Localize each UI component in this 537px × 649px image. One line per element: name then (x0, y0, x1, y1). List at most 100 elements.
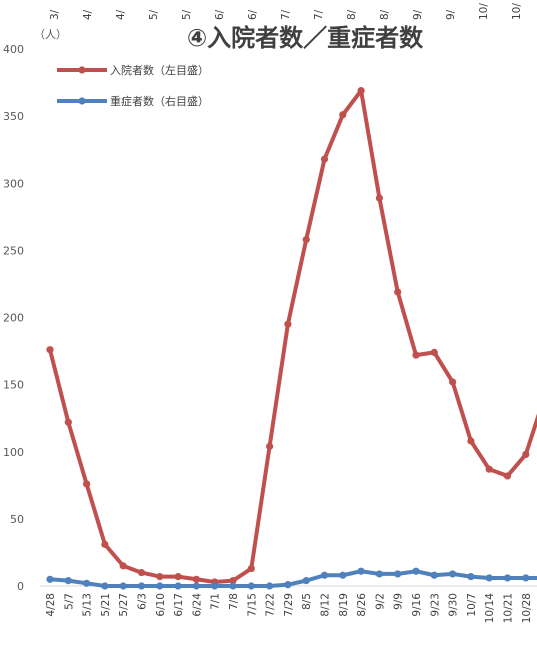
x-tick-label: 9/16 (411, 593, 423, 617)
data-point (522, 450, 530, 459)
x-tick-label: 5/13 (82, 593, 94, 617)
data-point (375, 194, 383, 202)
data-point (83, 579, 91, 587)
y-tick-label: 300 (3, 177, 24, 190)
x-tick-label: 9/23 (429, 593, 441, 617)
y-tick-label: 0 (17, 580, 24, 593)
data-point (394, 570, 402, 578)
top-partial-labels: 3/4/4/5/5/6/6/7/7/8/8/9/9/10/10/ (49, 3, 523, 20)
data-point (449, 378, 457, 386)
x-tick-label: 7/8 (228, 593, 240, 610)
data-point (467, 573, 475, 581)
data-point (412, 567, 420, 575)
top-partial-label: 9/ (412, 9, 424, 20)
x-tick-label: 6/17 (173, 593, 185, 617)
data-point (320, 571, 329, 579)
top-partial-label: 9/ (445, 9, 457, 20)
series-line (48, 569, 537, 588)
data-point (229, 577, 237, 585)
y-axis-label: （人） (34, 28, 67, 41)
top-partial-label: 4/ (115, 9, 127, 20)
x-tick-label: 7/22 (265, 593, 277, 617)
x-tick-label: 8/12 (320, 593, 332, 617)
top-partial-label: 8/ (379, 9, 391, 20)
data-point (119, 562, 127, 570)
series-layer (46, 87, 537, 590)
data-point (266, 442, 274, 450)
data-point (284, 320, 292, 328)
data-point (412, 351, 420, 359)
data-point (266, 582, 274, 590)
top-partial-label: 4/ (82, 9, 94, 20)
data-point (522, 574, 530, 582)
data-point (320, 155, 329, 163)
data-point (156, 582, 164, 590)
x-tick-label: 5/21 (100, 593, 112, 617)
top-partial-label: 5/ (181, 9, 193, 20)
data-point (101, 582, 109, 590)
data-point (339, 571, 347, 579)
data-point (174, 573, 182, 581)
data-point (174, 582, 182, 590)
y-tick-label: 400 (3, 43, 24, 56)
data-point (211, 582, 219, 590)
data-point (119, 582, 127, 590)
data-point (503, 472, 512, 480)
x-tick-label: 7/1 (210, 593, 222, 610)
y-axis-ticks: 0 50 100 150 200 250 300 350 400 (3, 43, 24, 593)
x-tick-label: 7/15 (246, 593, 258, 617)
x-tick-label: 10/28 (521, 593, 533, 623)
data-point (101, 540, 109, 548)
data-point (83, 480, 91, 488)
x-tick-label: 10/7 (466, 593, 478, 617)
data-point (375, 570, 383, 578)
legend: 入院者数（左目盛） 重症者数（右目盛） (57, 63, 209, 108)
data-point (247, 582, 255, 590)
x-axis-ticks: 4/28 5/7 5/13 5/21 5/27 6/3 6/10 6/17 6/24 7/1 7/8… (45, 593, 533, 624)
y-tick-label: 250 (3, 244, 24, 257)
x-tick-label: 6/10 (155, 593, 167, 617)
x-tick-label: 7/29 (283, 593, 295, 617)
top-partial-label: 8/ (346, 9, 358, 20)
legend-marker (78, 66, 86, 74)
x-tick-label: 4/28 (45, 593, 57, 617)
data-point (64, 418, 72, 426)
data-point (503, 574, 512, 582)
x-tick-label: 8/26 (356, 593, 368, 617)
y-tick-label: 200 (3, 312, 24, 325)
data-point (485, 465, 493, 473)
data-point (302, 236, 310, 244)
x-tick-label: 10/14 (484, 593, 496, 624)
data-point (46, 575, 54, 583)
data-point (64, 577, 72, 585)
legend-label: 入院者数（左目盛） (110, 63, 209, 77)
top-partial-label: 6/ (214, 9, 226, 20)
data-point (229, 582, 237, 590)
data-point (302, 577, 310, 585)
top-partial-label: 6/ (247, 9, 259, 20)
data-point (430, 348, 438, 357)
legend-marker (78, 97, 86, 105)
x-tick-label: 6/3 (137, 593, 149, 610)
data-point (357, 567, 365, 575)
data-point (247, 564, 255, 573)
data-point (339, 111, 347, 119)
data-point (449, 570, 457, 578)
data-point (467, 437, 475, 445)
y-tick-label: 100 (3, 446, 24, 459)
data-point (430, 571, 438, 579)
top-partial-label: 5/ (148, 9, 160, 20)
data-point (357, 87, 365, 95)
top-partial-label: 7/ (280, 9, 292, 20)
data-point (192, 582, 200, 590)
data-point (46, 346, 54, 354)
y-tick-label: 350 (3, 110, 24, 123)
data-point (284, 581, 292, 589)
y-tick-label: 150 (3, 379, 24, 392)
data-point (485, 574, 493, 582)
x-tick-label: 5/27 (118, 593, 130, 617)
x-tick-label: 6/24 (191, 593, 203, 617)
x-tick-label: 5/7 (63, 593, 75, 610)
